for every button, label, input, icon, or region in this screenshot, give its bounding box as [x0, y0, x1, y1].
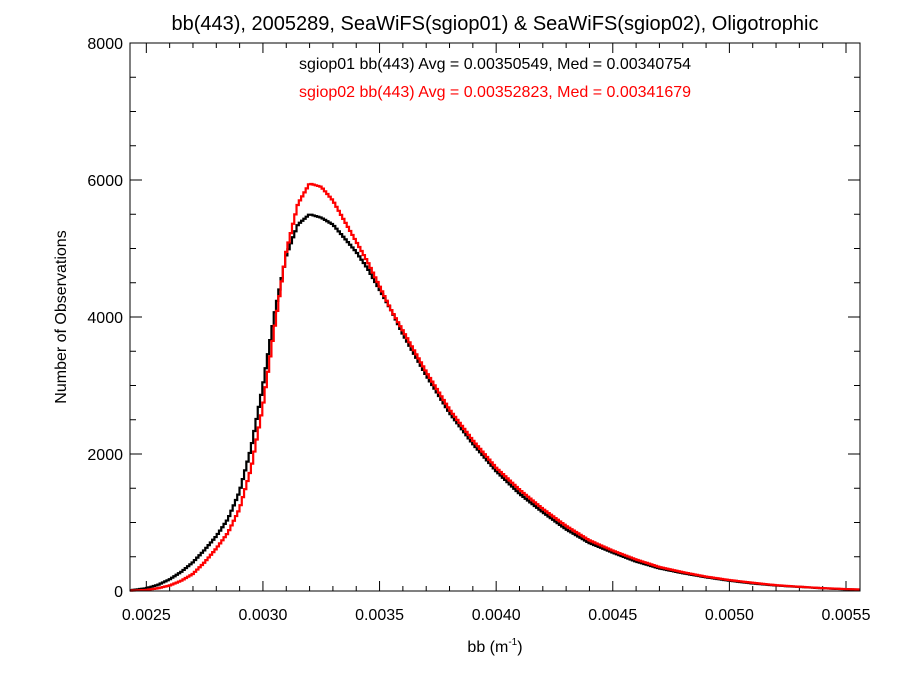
x-tick-label: 0.0030 [238, 607, 287, 624]
y-axis-ticks: 0 2000 4000 6000 8000 [87, 36, 860, 601]
x-axis-ticks: 0.0025 0.0030 0.0035 0.0040 0.0045 0.0050 0.00… [122, 43, 871, 624]
series-line-sgiop02 [130, 182, 860, 592]
legend-sgiop02: sgiop02 bb(443) Avg = 0.00352823, Med = … [299, 84, 691, 101]
x-axis-label-close: ) [517, 639, 522, 656]
y-axis-label: Number of Observations [53, 230, 70, 403]
y-tick-label: 2000 [87, 447, 123, 464]
x-axis-label-main: bb (m [467, 639, 508, 656]
plot-series [130, 182, 860, 592]
x-tick-label: 0.0050 [705, 607, 754, 624]
x-tick-label: 0.0045 [588, 607, 637, 624]
x-tick-label: 0.0035 [355, 607, 404, 624]
plot-frame [129, 42, 861, 592]
x-tick-label: 0.0055 [822, 607, 871, 624]
series-line-sgiop01 [130, 213, 860, 592]
chart-title: bb(443), 2005289, SeaWiFS(sgiop01) & Sea… [172, 13, 819, 35]
y-tick-label: 4000 [87, 310, 123, 327]
y-tick-label: 8000 [87, 36, 123, 53]
x-tick-label: 0.0025 [122, 607, 171, 624]
x-axis-label-sup: -1 [508, 637, 517, 648]
legend-sgiop01: sgiop01 bb(443) Avg = 0.00350549, Med = … [299, 56, 691, 73]
y-tick-label: 6000 [87, 173, 123, 190]
y-tick-label: 0 [114, 584, 123, 601]
x-tick-label: 0.0040 [472, 607, 521, 624]
x-axis-label: bb (m-1) [467, 637, 522, 656]
